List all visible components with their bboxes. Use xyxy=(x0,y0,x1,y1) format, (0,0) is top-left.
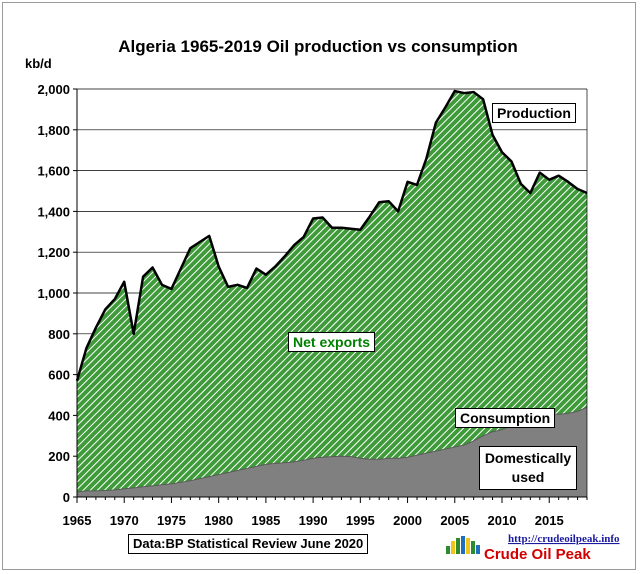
x-tick-label: 1970 xyxy=(110,513,139,528)
consumption-area xyxy=(77,407,587,497)
source-note: Data:BP Statistical Review June 2020 xyxy=(128,534,369,554)
y-tick-label: 600 xyxy=(48,368,70,383)
x-tick-label: 1965 xyxy=(63,513,92,528)
y-tick-label: 1,200 xyxy=(37,245,70,260)
brand-logo: http://crudeoilpeak.info Crude Oil Peak xyxy=(446,533,620,563)
logo-bar xyxy=(471,541,475,554)
domestically-used-label: Domestically used xyxy=(479,446,577,490)
y-tick-label: 400 xyxy=(48,408,70,423)
brand-name: Crude Oil Peak xyxy=(484,546,591,563)
x-tick-label: 2015 xyxy=(535,513,564,528)
x-tick-label: 1990 xyxy=(299,513,328,528)
x-tick-label: 1985 xyxy=(251,513,280,528)
x-tick-label: 2005 xyxy=(440,513,469,528)
axes xyxy=(73,88,588,503)
consumption-line xyxy=(76,406,588,493)
x-tick-label: 1995 xyxy=(346,513,375,528)
y-tick-label: 0 xyxy=(63,490,70,505)
logo-bar xyxy=(476,545,480,554)
logo-bar xyxy=(451,541,455,554)
x-tick-labels: 1965 1970 1975 1980 1985 1990 1995 2000 2005 2010… xyxy=(63,513,564,528)
y-tick-label: 1,600 xyxy=(37,164,70,179)
y-tick-label: 2,000 xyxy=(37,82,70,97)
production-label: Production xyxy=(492,103,576,123)
x-tick-label: 2000 xyxy=(393,513,422,528)
chart-areas xyxy=(75,89,588,497)
y-tick-label: 1,000 xyxy=(37,286,70,301)
x-tick-label: 1980 xyxy=(204,513,233,528)
brand-url: http://crudeoilpeak.info xyxy=(508,533,620,545)
y-axis-label: kb/d xyxy=(25,56,52,71)
y-tick-label: 1,400 xyxy=(37,204,70,219)
y-tick-label: 200 xyxy=(48,449,70,464)
logo-bar xyxy=(456,538,460,554)
x-tick-label: 2010 xyxy=(488,513,517,528)
logo-bar xyxy=(446,546,450,554)
x-tick-label: 1975 xyxy=(157,513,186,528)
logo-bar xyxy=(466,538,470,554)
production-line xyxy=(75,89,588,382)
chart-title: Algeria 1965-2019 Oil production vs cons… xyxy=(118,37,518,56)
logo-bar xyxy=(461,536,465,554)
y-tick-label: 800 xyxy=(48,327,70,342)
consumption-label: Consumption xyxy=(455,408,556,428)
y-tick-labels: 0 200 400 600 800 1,000 1,200 1,400 1,600 1,800 2,… xyxy=(37,82,70,505)
net-exports-area xyxy=(77,91,587,497)
net-exports-label: Net exports xyxy=(288,332,376,352)
y-tick-label: 1,800 xyxy=(37,123,70,138)
